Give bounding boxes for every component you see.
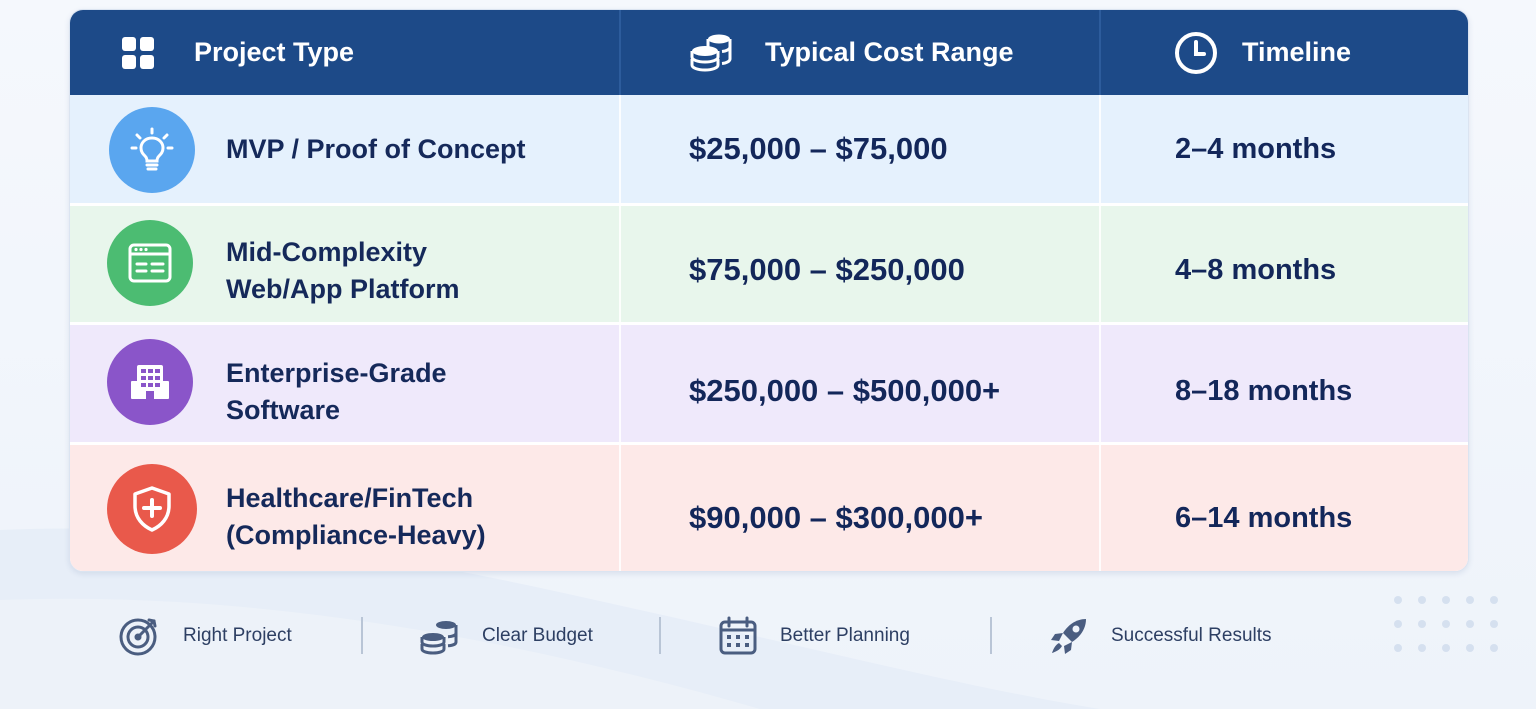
header-cost-range-label: Typical Cost Range bbox=[765, 37, 1014, 67]
project-type-name: Enterprise-Grade Software bbox=[226, 358, 447, 425]
footer-divider bbox=[990, 617, 992, 654]
cost-range-value: $90,000 – $300,000+ bbox=[689, 500, 983, 535]
coins-icon bbox=[687, 29, 735, 77]
header-project-type: Project Type bbox=[114, 10, 354, 95]
footer-item-clear-budget: Clear Budget bbox=[417, 614, 593, 658]
project-type-name: Mid-Complexity Web/App Platform bbox=[226, 237, 460, 304]
table-header: Project Type Typical Cost Range bbox=[70, 10, 1468, 95]
footer-label: Better Planning bbox=[780, 625, 910, 646]
grid-icon bbox=[114, 29, 162, 77]
row-divider bbox=[70, 203, 1468, 206]
footer-label: Successful Results bbox=[1111, 625, 1272, 646]
rocket-icon bbox=[1047, 614, 1091, 658]
header-timeline: Timeline bbox=[1172, 10, 1351, 95]
cost-range-value: $75,000 – $250,000 bbox=[689, 252, 965, 287]
target-icon bbox=[117, 614, 161, 658]
footer-label: Clear Budget bbox=[482, 625, 593, 646]
timeline-value: 4–8 months bbox=[1175, 254, 1337, 286]
project-type-name: Healthcare/FinTech (Compliance-Heavy) bbox=[226, 483, 486, 550]
row-divider bbox=[70, 322, 1468, 325]
table-row: MVP / Proof of Concept $25,000 – $75,000… bbox=[70, 95, 1468, 205]
footer-item-successful-results: Successful Results bbox=[1047, 614, 1272, 658]
shield-plus-icon bbox=[107, 464, 197, 554]
table-row: Enterprise-Grade Software $250,000 – $50… bbox=[70, 325, 1468, 444]
header-divider bbox=[1099, 10, 1101, 95]
header-cost-range: Typical Cost Range bbox=[687, 10, 1014, 95]
column-divider bbox=[1099, 95, 1101, 571]
clock-icon bbox=[1172, 29, 1220, 77]
cost-range-value: $25,000 – $75,000 bbox=[689, 131, 948, 166]
cost-range-value: $250,000 – $500,000+ bbox=[689, 373, 1001, 408]
building-icon bbox=[107, 339, 193, 425]
column-divider bbox=[619, 95, 621, 571]
footer-divider bbox=[361, 617, 363, 654]
header-timeline-label: Timeline bbox=[1242, 37, 1352, 67]
row-divider bbox=[70, 442, 1468, 445]
table-row: Healthcare/FinTech (Compliance-Heavy) $9… bbox=[70, 445, 1468, 571]
cost-table: Project Type Typical Cost Range bbox=[69, 9, 1469, 572]
project-type-name: MVP / Proof of Concept bbox=[226, 134, 526, 164]
table-row: Mid-Complexity Web/App Platform $75,000 … bbox=[70, 206, 1468, 324]
browser-window-icon bbox=[107, 220, 193, 306]
timeline-value: 2–4 months bbox=[1175, 133, 1337, 165]
calendar-icon bbox=[716, 614, 760, 658]
lightbulb-icon bbox=[109, 107, 195, 193]
decorative-dot-grid bbox=[1394, 596, 1498, 652]
footer-label: Right Project bbox=[183, 625, 292, 646]
footer-item-right-project: Right Project bbox=[117, 614, 292, 658]
timeline-value: 6–14 months bbox=[1175, 502, 1353, 534]
footer-divider bbox=[659, 617, 661, 654]
header-divider bbox=[619, 10, 621, 95]
header-project-type-label: Project Type bbox=[194, 37, 355, 67]
footer-item-better-planning: Better Planning bbox=[716, 614, 910, 658]
timeline-value: 8–18 months bbox=[1175, 375, 1353, 407]
coins-icon bbox=[417, 614, 461, 658]
